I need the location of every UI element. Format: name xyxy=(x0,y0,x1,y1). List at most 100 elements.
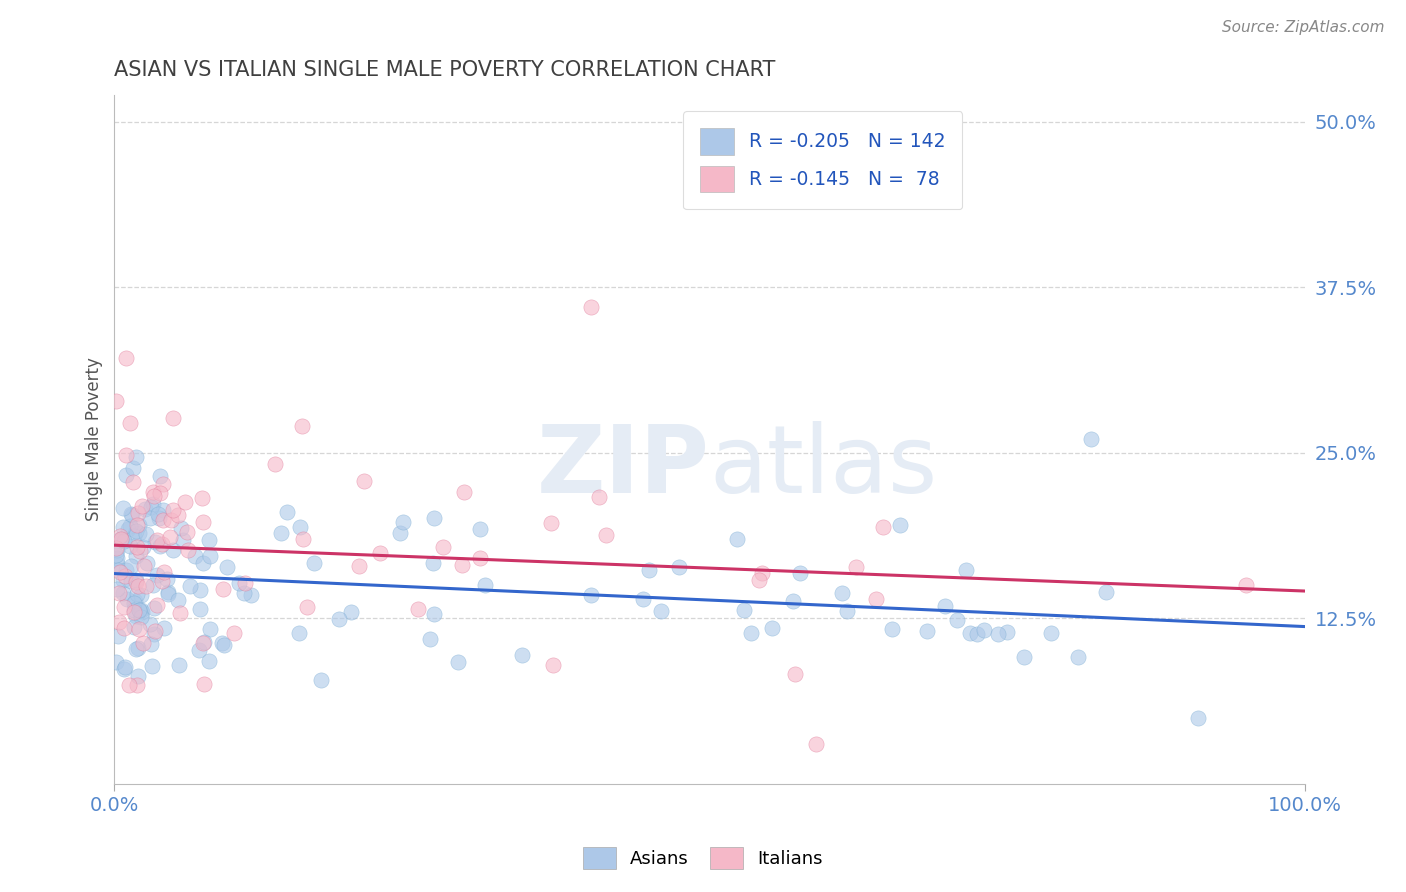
Point xyxy=(789,566,811,580)
Point xyxy=(725,532,748,546)
Point xyxy=(150,574,173,588)
Point xyxy=(1234,578,1257,592)
Point xyxy=(139,617,162,632)
Point xyxy=(146,568,169,582)
Point xyxy=(122,603,145,617)
Point xyxy=(121,475,143,489)
Point xyxy=(162,542,184,557)
Point xyxy=(831,586,853,600)
Point xyxy=(120,508,142,522)
Text: ZIP: ZIP xyxy=(537,421,710,513)
Point xyxy=(188,643,211,657)
Point xyxy=(152,476,174,491)
Point xyxy=(135,579,157,593)
Point xyxy=(104,541,127,556)
Point xyxy=(129,603,152,617)
Point xyxy=(122,529,145,543)
Point xyxy=(782,594,804,608)
Point xyxy=(198,654,221,668)
Point xyxy=(173,494,195,508)
Point xyxy=(423,511,446,525)
Point xyxy=(153,621,176,635)
Point xyxy=(193,636,215,650)
Point xyxy=(142,577,165,591)
Point xyxy=(120,416,142,430)
Point xyxy=(115,591,138,606)
Point xyxy=(222,626,245,640)
Point xyxy=(127,678,149,692)
Point xyxy=(733,603,755,617)
Point xyxy=(370,546,392,560)
Point xyxy=(955,563,977,577)
Point xyxy=(288,625,311,640)
Point xyxy=(959,625,981,640)
Point xyxy=(191,491,214,505)
Point xyxy=(112,600,135,615)
Point xyxy=(105,543,128,558)
Point xyxy=(740,625,762,640)
Point xyxy=(159,513,181,527)
Point xyxy=(889,518,911,533)
Point xyxy=(633,592,655,607)
Point xyxy=(125,549,148,563)
Point xyxy=(588,491,610,505)
Text: atlas: atlas xyxy=(710,421,938,513)
Point xyxy=(167,508,190,522)
Point xyxy=(107,585,129,599)
Point xyxy=(134,502,156,516)
Point xyxy=(291,418,314,433)
Point xyxy=(579,588,602,602)
Point xyxy=(419,632,441,646)
Point xyxy=(966,627,988,641)
Point xyxy=(122,620,145,634)
Point xyxy=(865,592,887,607)
Point xyxy=(353,474,375,488)
Point xyxy=(152,502,174,516)
Point xyxy=(388,525,411,540)
Point xyxy=(141,659,163,673)
Point xyxy=(112,621,135,635)
Point xyxy=(141,500,163,515)
Point xyxy=(128,603,150,617)
Point xyxy=(120,539,142,553)
Point xyxy=(120,574,142,589)
Point xyxy=(349,559,371,574)
Point xyxy=(105,551,128,566)
Point xyxy=(125,608,148,623)
Point xyxy=(142,497,165,511)
Point xyxy=(157,584,180,599)
Point xyxy=(128,622,150,636)
Point xyxy=(392,516,415,530)
Point xyxy=(127,668,149,682)
Point xyxy=(451,558,474,572)
Point xyxy=(152,513,174,527)
Point xyxy=(264,458,287,472)
Point xyxy=(110,533,132,548)
Point xyxy=(446,656,468,670)
Point xyxy=(845,560,868,574)
Point xyxy=(114,660,136,674)
Point xyxy=(104,656,127,670)
Point xyxy=(198,622,221,636)
Point xyxy=(211,636,233,650)
Point xyxy=(153,566,176,580)
Point xyxy=(128,602,150,616)
Point xyxy=(468,522,491,536)
Point xyxy=(139,511,162,525)
Point xyxy=(638,563,661,577)
Point xyxy=(1080,433,1102,447)
Point xyxy=(239,588,262,602)
Point xyxy=(121,508,143,523)
Point xyxy=(595,528,617,542)
Point xyxy=(131,605,153,619)
Point xyxy=(108,533,131,547)
Point xyxy=(146,533,169,548)
Point xyxy=(156,587,179,601)
Point xyxy=(122,461,145,475)
Point xyxy=(112,501,135,516)
Y-axis label: Single Male Poverty: Single Male Poverty xyxy=(86,358,103,521)
Point xyxy=(193,677,215,691)
Point xyxy=(751,566,773,580)
Point xyxy=(115,468,138,483)
Point xyxy=(115,448,138,462)
